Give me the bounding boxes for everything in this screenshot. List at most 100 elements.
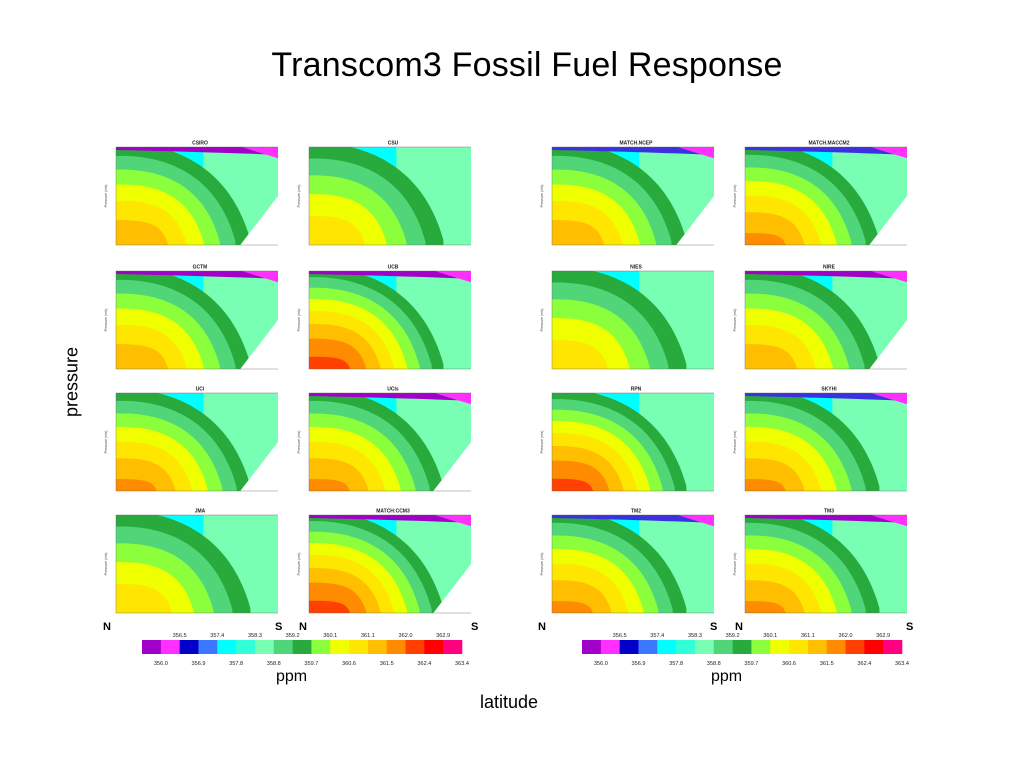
colorbar-top-label: 362.9 [876,633,890,639]
top-band [745,515,907,523]
contour-band [552,478,594,491]
panel-plot: JMA Pressure (mb) [104,509,278,614]
colorbar-bottom-label: 360.6 [782,661,796,667]
panel-frame [308,146,471,246]
colorbar-swatch [386,640,406,654]
panel-uci: UCI Pressure (mb) [100,384,278,502]
north-label-2: N [299,621,307,633]
panel-rpn: RPN Pressure (mb) [536,384,714,502]
colorbar-bottom-label: 363.4 [455,661,469,667]
colorbar-bottom-label: 357.8 [669,661,683,667]
colorbar-right: 356.5 357.4 358.3 359.2 360.1 361.1 362.0 362.9… [582,633,909,667]
panel-plot: TM2 Pressure (mb) [540,509,714,614]
colorbar-swatch [845,640,865,654]
north-label-1: N [103,621,111,633]
contour-band [745,233,786,245]
south-label-3: S [710,621,718,633]
panel-y-label: Pressure (mb) [297,553,301,576]
panel-frame [744,514,907,614]
contour-band [552,220,605,245]
colorbar-swatch [826,640,846,654]
top-band [745,147,907,155]
colorbar-swatch [160,640,180,654]
panel-title: MATCH:CCM3 [376,509,410,515]
panel-title: UCI [196,387,205,393]
colorbar-swatch [638,640,658,654]
colorbar-bottom-label: 358.8 [267,661,281,667]
colorbar-top-label: 357.4 [210,633,224,639]
colorbar-left: 356.5 357.4 358.3 359.2 360.1 361.1 362.0 362.9… [142,633,469,667]
colorbar-bottom-label: 356.9 [631,661,645,667]
panel-y-label: Pressure (mb) [297,431,301,454]
top-band-edge [435,393,471,405]
panel-y-label: Pressure (mb) [104,431,108,454]
contour-band [116,583,173,613]
unit-label-right: ppm [711,668,743,685]
colorbar-swatch [273,640,293,654]
panel-ucis: UCIs Pressure (mb) [293,384,471,502]
panel-frame [308,392,471,492]
panel-plot: NIES Pressure (mb) [540,265,714,370]
slide-title: Transcom3 Fossil Fuel Response [271,46,783,84]
panel-jma: JMA Pressure (mb) [100,506,278,624]
panel-nies: NIES Pressure (mb) [536,262,714,380]
top-band [309,515,471,523]
colorbar-top-label: 361.1 [361,633,375,639]
panel-y-label: Pressure (mb) [733,309,737,332]
contour-band [745,601,786,613]
colorbar-swatch [349,640,369,654]
panel-match-ccm3: MATCH:CCM3 Pressure (mb) [293,506,471,624]
panel-title: MATCH.NCEP [620,141,654,147]
panel-match-ncep: MATCH.NCEP Pressure (mb) [536,138,714,256]
contour-band [309,479,350,491]
top-band-edge [871,515,907,527]
contour-band [552,339,609,369]
colorbar-bottom-label: 359.7 [744,661,758,667]
colorbar-bottom-label: 361.5 [820,661,834,667]
south-label-2: S [471,621,479,633]
colorbar-top-label: 358.3 [688,633,702,639]
panel-frame [115,514,278,614]
panel-plot: GCTM Pressure (mb) [104,265,278,370]
panel-frame [308,270,471,370]
colorbar-swatch [254,640,275,654]
colorbar-bottom-label: 357.8 [229,661,243,667]
panel-plot: MATCH.MACCM2 Pressure (mb) [733,141,907,246]
panel-plot: NIRE Pressure (mb) [733,265,907,370]
panel-skyhi: SKYHI Pressure (mb) [729,384,907,502]
contour-band [309,600,351,613]
panel-match-maccm2: MATCH.MACCM2 Pressure (mb) [729,138,907,256]
top-band-edge [678,515,714,527]
colorbar-top-label: 361.1 [801,633,815,639]
colorbar-top-label: 360.1 [763,633,777,639]
panel-y-label: Pressure (mb) [104,553,108,576]
colorbar-swatch [311,640,331,654]
colorbar-swatch [732,640,752,654]
panel-title: TM3 [824,509,834,515]
panel-gctm: GCTM Pressure (mb) [100,262,278,380]
panel-frame [744,146,907,246]
colorbar-top-label: 360.1 [323,633,337,639]
panel-y-label: Pressure (mb) [733,431,737,454]
panel-y-label: Pressure (mb) [297,185,301,208]
panel-y-label: Pressure (mb) [104,309,108,332]
colorbar-swatch [443,640,463,654]
top-band-edge [242,271,278,283]
colorbar-swatch [751,640,771,654]
contour-band [309,215,366,245]
colorbar-top-label: 358.3 [248,633,262,639]
panel-plot: UCI Pressure (mb) [104,387,278,492]
colorbar-swatch [657,640,677,654]
colorbar-swatch [694,640,715,654]
colorbar-top-label: 356.5 [613,633,627,639]
colorbar-bottom-label: 358.8 [707,661,721,667]
colorbar-swatch [217,640,237,654]
contour-band [745,479,786,491]
panel-plot: MATCH:CCM3 Pressure (mb) [297,509,471,614]
colorbar-swatch [582,640,602,654]
colorbar-top-label: 362.0 [399,633,413,639]
contour-band [552,601,593,613]
contour-band [309,356,351,369]
unit-label-left: ppm [276,668,308,685]
panel-title: SKYHI [821,387,837,393]
